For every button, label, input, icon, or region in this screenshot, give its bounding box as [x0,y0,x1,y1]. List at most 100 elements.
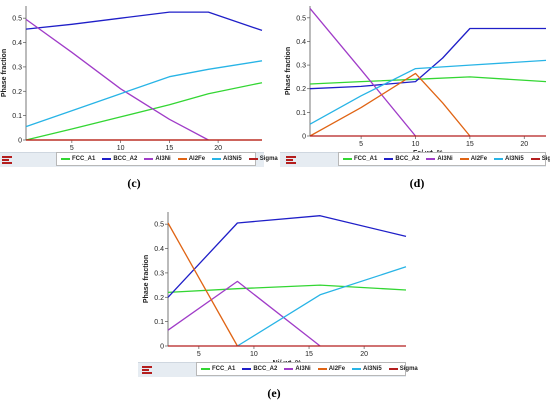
legend-swatch [426,158,436,160]
legend-item-fcc-a1[interactable]: FCC_A1 [343,156,377,162]
legend-label: Sigma [541,156,550,162]
chart-panel-e: 00.10.20.30.40.55101520Ni/ wt. %Phase fr… [138,208,418,380]
legend-item-al3ni[interactable]: Al3Ni [284,366,311,372]
legend-label: FCC_A1 [72,156,96,162]
y-tick-label: 0.2 [296,86,306,93]
y-axis-label: Phase fraction [1,49,8,97]
chart-menu-icon[interactable] [142,366,152,374]
x-tick-label: 10 [250,351,258,358]
chart-menu-icon[interactable] [2,156,12,164]
legend-item-sigma[interactable]: Sigma [248,156,278,162]
legend-item-bcc-a2[interactable]: BCC_A2 [242,366,277,372]
x-tick-label: 5 [359,141,363,148]
legend-item-al2fe[interactable]: Al2Fe [177,156,206,162]
chart-panel-d: 00.10.20.30.40.55101520Fe/ wt. %Phase fr… [280,0,550,175]
legend-label: Al2Fe [470,156,488,162]
x-tick-label: 5 [70,145,74,152]
legend-label: Al2Fe [188,156,206,162]
y-tick-label: 0.3 [12,64,22,71]
legend-swatch [530,158,540,160]
caption-e: (e) [267,386,281,400]
legend-swatch [284,368,294,370]
legend-label: BCC_A2 [395,156,420,162]
y-axis-label: Phase fraction [143,255,150,303]
series-line-al2fe [167,222,238,347]
legend-label: Al3Ni5 [223,156,242,162]
y-tick-label: 0.3 [154,270,164,277]
phase-fraction-chart-c: 00.10.20.30.40.55101520Cu/ wt. %Phase fr… [1,6,263,161]
legend-item-al3ni[interactable]: Al3Ni [426,156,453,162]
phase-fraction-chart-e: 00.10.20.30.40.55101520Ni/ wt. %Phase fr… [143,212,407,367]
y-axis-label: Phase fraction [285,47,292,95]
legend-label: Al2Fe [328,366,346,372]
series-line-fcc-a1 [25,82,263,141]
y-tick-label: 0.1 [296,110,306,117]
legend-label: FCC_A1 [354,156,378,162]
legend-swatch [317,368,327,370]
legend-label: Sigma [399,366,418,372]
chart-menu-icon[interactable] [286,156,296,164]
series-line-fcc-a1 [167,284,407,294]
legend-swatch [61,158,70,160]
series-line-al3ni5 [237,266,407,347]
legend-label: Al3Ni5 [505,156,524,162]
y-tick-label: 0.4 [296,39,306,46]
series-line-al3ni5 [25,60,263,128]
legend-item-bcc-a2[interactable]: BCC_A2 [384,156,419,162]
phase-fraction-chart-d: 00.10.20.30.40.55101520Fe/ wt. %Phase fr… [285,6,547,157]
x-tick-label: 5 [197,351,201,358]
x-tick-label: 10 [117,145,125,152]
y-tick-label: 0 [302,134,306,141]
legend-swatch [144,158,154,160]
caption-d: (d) [409,176,425,190]
legend-swatch [388,368,398,370]
legend: FCC_A1 BCC_A2 Al3Ni Al2Fe Al3Ni5 Sigma [196,362,418,376]
legend-item-al3ni[interactable]: Al3Ni [144,156,171,162]
x-tick-label: 20 [214,145,222,152]
y-tick-label: 0.2 [12,89,22,96]
legend-item-al2fe[interactable]: Al2Fe [459,156,488,162]
x-tick-label: 20 [360,351,368,358]
plot-area [26,6,262,140]
series-line-bcc-a2 [167,215,407,298]
legend-swatch [242,368,252,370]
y-tick-label: 0.4 [12,40,22,47]
legend-item-al3ni5[interactable]: Al3Ni5 [494,156,524,162]
legend-swatch [384,158,394,160]
legend-swatch [343,158,352,160]
legend-item-al3ni5[interactable]: Al3Ni5 [212,156,242,162]
legend-item-sigma[interactable]: Sigma [530,156,550,162]
legend-label: Al3Ni [437,156,453,162]
y-tick-label: 0.5 [154,222,164,229]
legend-label: BCC_A2 [253,366,278,372]
legend-label: FCC_A1 [212,366,236,372]
legend-item-fcc-a1[interactable]: FCC_A1 [61,156,95,162]
legend-item-al2fe[interactable]: Al2Fe [317,366,346,372]
legend-label: Sigma [259,156,278,162]
y-tick-label: 0.5 [296,15,306,22]
legend-swatch [248,158,258,160]
legend-item-fcc-a1[interactable]: FCC_A1 [201,366,235,372]
legend-swatch [201,368,210,370]
legend-swatch [212,158,222,160]
y-tick-label: 0 [160,344,164,351]
legend-label: Al3Ni [155,156,171,162]
legend-swatch [494,158,504,160]
y-tick-label: 0.1 [12,113,22,120]
x-tick-label: 10 [412,141,420,148]
legend: FCC_A1 BCC_A2 Al3Ni Al2Fe Al3Ni5 Sigma [56,152,278,166]
series-line-al3ni5 [309,59,547,125]
legend-item-al3ni5[interactable]: Al3Ni5 [352,366,382,372]
x-tick-label: 15 [466,141,474,148]
series-line-bcc-a2 [309,27,546,90]
y-tick-label: 0.1 [154,319,164,326]
legend-swatch [102,158,112,160]
series-line-al3ni [167,280,321,347]
legend-item-sigma[interactable]: Sigma [388,366,418,372]
legend-item-bcc-a2[interactable]: BCC_A2 [102,156,137,162]
y-tick-label: 0 [18,138,22,145]
y-tick-label: 0.4 [154,246,164,253]
series-line-fcc-a1 [309,76,547,85]
legend-swatch [352,368,362,370]
series-line-bcc-a2 [25,11,263,32]
